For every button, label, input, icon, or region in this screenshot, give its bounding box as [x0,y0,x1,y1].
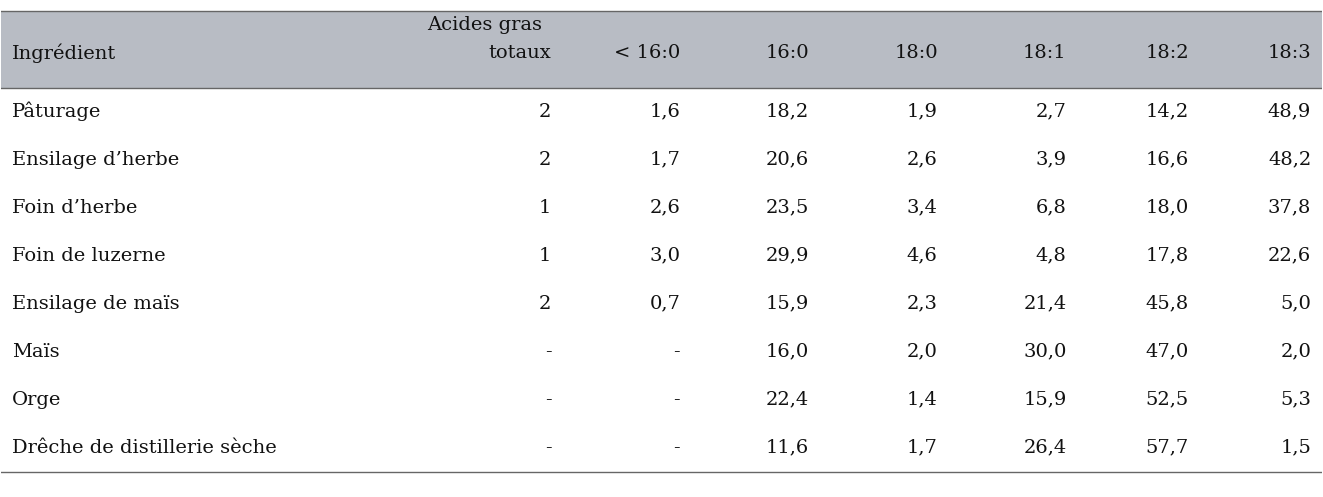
Text: Pâturage: Pâturage [12,102,101,121]
Text: 2,6: 2,6 [906,151,938,169]
Text: 1,4: 1,4 [906,391,938,409]
Text: 18:0: 18:0 [894,44,938,62]
Text: Maïs: Maïs [12,342,60,361]
Text: 48,9: 48,9 [1267,103,1311,121]
Text: -: - [673,391,680,409]
Text: Drêche de distillerie sèche: Drêche de distillerie sèche [12,439,277,457]
Text: 16,6: 16,6 [1146,151,1189,169]
Text: 15,9: 15,9 [1023,391,1066,409]
Text: 23,5: 23,5 [766,199,808,217]
Text: 48,2: 48,2 [1267,151,1311,169]
Text: Ensilage d’herbe: Ensilage d’herbe [12,151,179,169]
Text: 1,5: 1,5 [1281,439,1311,457]
Text: 1,7: 1,7 [650,151,680,169]
Text: 21,4: 21,4 [1023,295,1066,313]
Text: < 16:0: < 16:0 [614,44,680,62]
Text: 1,9: 1,9 [906,103,938,121]
Text: Acides gras: Acides gras [427,16,542,34]
Text: 3,4: 3,4 [906,199,938,217]
Text: 18,2: 18,2 [766,103,808,121]
Text: Foin de luzerne: Foin de luzerne [12,247,165,265]
Text: 5,3: 5,3 [1281,391,1311,409]
Text: 1: 1 [538,199,552,217]
Text: 6,8: 6,8 [1036,199,1066,217]
Text: 45,8: 45,8 [1146,295,1189,313]
Text: 2: 2 [538,151,552,169]
Text: 18:1: 18:1 [1023,44,1066,62]
Text: Ingrédient: Ingrédient [12,43,116,63]
Text: 2,3: 2,3 [906,295,938,313]
Text: 3,0: 3,0 [650,247,680,265]
Text: 2: 2 [538,103,552,121]
Text: 52,5: 52,5 [1146,391,1189,409]
Text: 37,8: 37,8 [1267,199,1311,217]
Text: 16:0: 16:0 [765,44,808,62]
Text: 14,2: 14,2 [1146,103,1189,121]
Text: 2: 2 [538,295,552,313]
Text: 30,0: 30,0 [1023,342,1066,361]
Text: totaux: totaux [488,44,552,62]
Text: 17,8: 17,8 [1146,247,1189,265]
Text: 1: 1 [538,247,552,265]
Text: -: - [545,391,552,409]
Text: 47,0: 47,0 [1146,342,1189,361]
Text: Ensilage de maïs: Ensilage de maïs [12,295,180,313]
Text: 1,6: 1,6 [650,103,680,121]
Text: 29,9: 29,9 [766,247,808,265]
Text: 18,0: 18,0 [1146,199,1189,217]
Text: 2,0: 2,0 [906,342,938,361]
Text: 4,8: 4,8 [1036,247,1066,265]
Text: Foin d’herbe: Foin d’herbe [12,199,138,217]
Text: 18:3: 18:3 [1267,44,1311,62]
Text: 20,6: 20,6 [766,151,808,169]
Bar [1,11,1322,88]
Text: 2,0: 2,0 [1281,342,1311,361]
Text: 16,0: 16,0 [766,342,808,361]
Text: 15,9: 15,9 [766,295,808,313]
Text: -: - [545,439,552,457]
Text: 4,6: 4,6 [906,247,938,265]
Text: -: - [545,342,552,361]
Text: 26,4: 26,4 [1023,439,1066,457]
Text: 0,7: 0,7 [650,295,680,313]
Text: 22,4: 22,4 [766,391,808,409]
Text: 11,6: 11,6 [766,439,808,457]
Text: 22,6: 22,6 [1267,247,1311,265]
Text: 1,7: 1,7 [906,439,938,457]
Text: -: - [673,342,680,361]
Text: 2,7: 2,7 [1036,103,1066,121]
Text: 18:2: 18:2 [1146,44,1189,62]
Text: 2,6: 2,6 [650,199,680,217]
Text: 57,7: 57,7 [1146,439,1189,457]
Text: 3,9: 3,9 [1036,151,1066,169]
Text: -: - [673,439,680,457]
Text: 5,0: 5,0 [1281,295,1311,313]
Text: Orge: Orge [12,391,61,409]
